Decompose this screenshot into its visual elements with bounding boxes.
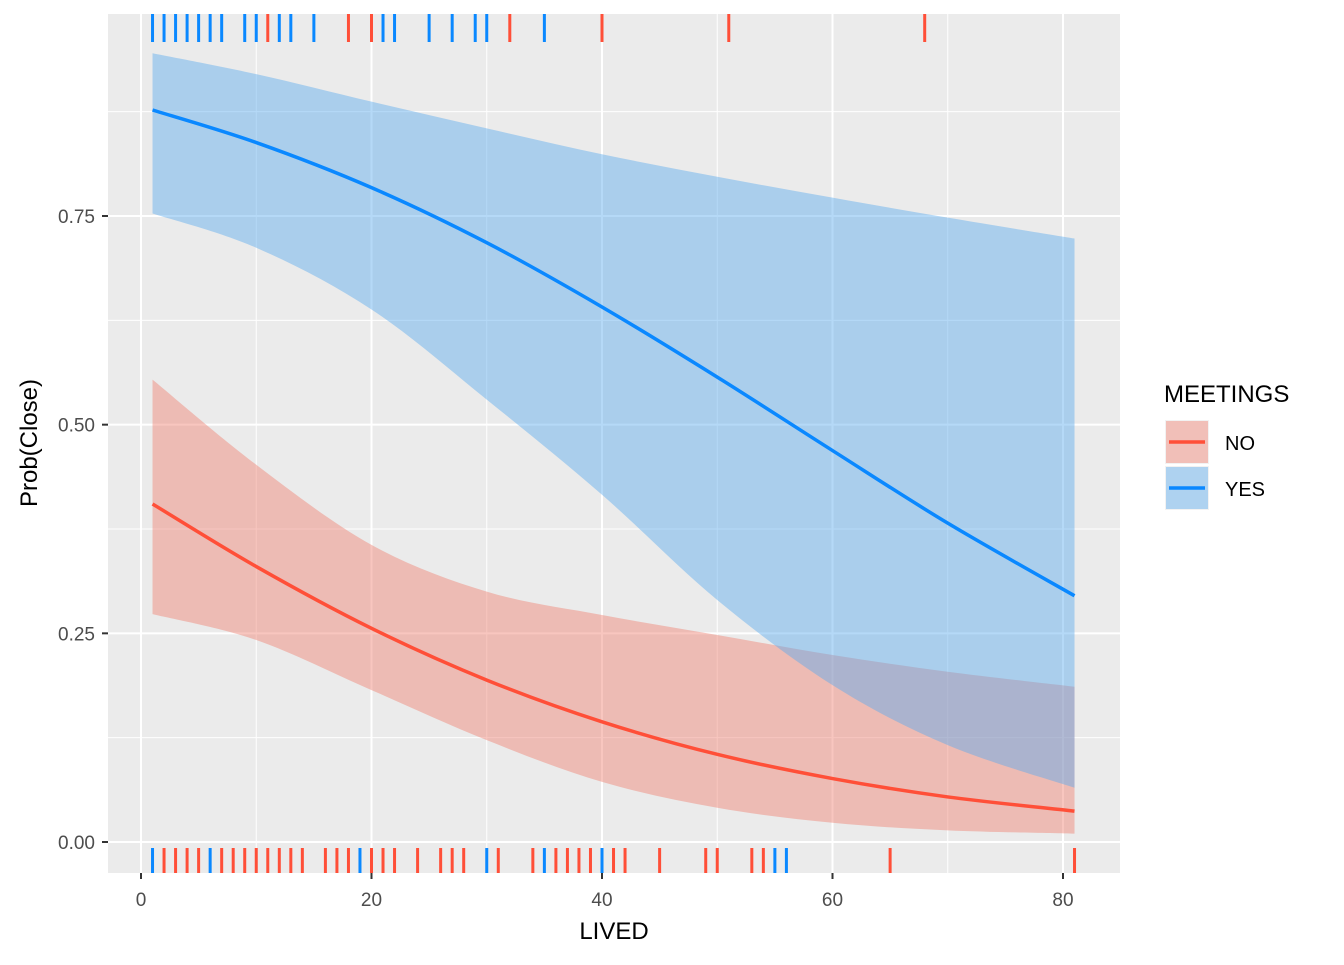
confidence-bands — [152, 53, 1075, 834]
fit-lines — [151, 108, 1076, 813]
x-tick-label: 0 — [136, 890, 147, 911]
y-axis-title: Prob(Close) — [16, 379, 43, 507]
y-tick-label: 0.00 — [58, 833, 95, 854]
y-tick-label: 0.50 — [58, 416, 95, 437]
axes: 0 20 40 60 80 0.00 0.25 0.50 0.75 — [58, 207, 1074, 911]
fit-line-no — [151, 502, 1075, 813]
legend-title: MEETINGS — [1164, 381, 1289, 408]
ci-band-yes — [152, 53, 1075, 788]
ci-band-no — [152, 379, 1075, 834]
gridlines — [108, 14, 1120, 873]
x-tick-label: 20 — [361, 890, 382, 911]
panel-background — [108, 14, 1120, 873]
x-tick-label: 80 — [1052, 890, 1073, 911]
rug-marks — [151, 14, 1077, 873]
legend: MEETINGS NO YES — [1164, 381, 1289, 510]
fit-line-yes — [152, 108, 1076, 598]
legend-label-yes: YES — [1225, 479, 1265, 501]
y-tick-label: 0.75 — [58, 207, 95, 228]
x-axis-title: LIVED — [579, 918, 648, 945]
y-tick-label: 0.25 — [58, 624, 95, 645]
x-tick-label: 60 — [822, 890, 843, 911]
legend-label-no: NO — [1225, 433, 1255, 455]
x-tick-label: 40 — [591, 890, 612, 911]
